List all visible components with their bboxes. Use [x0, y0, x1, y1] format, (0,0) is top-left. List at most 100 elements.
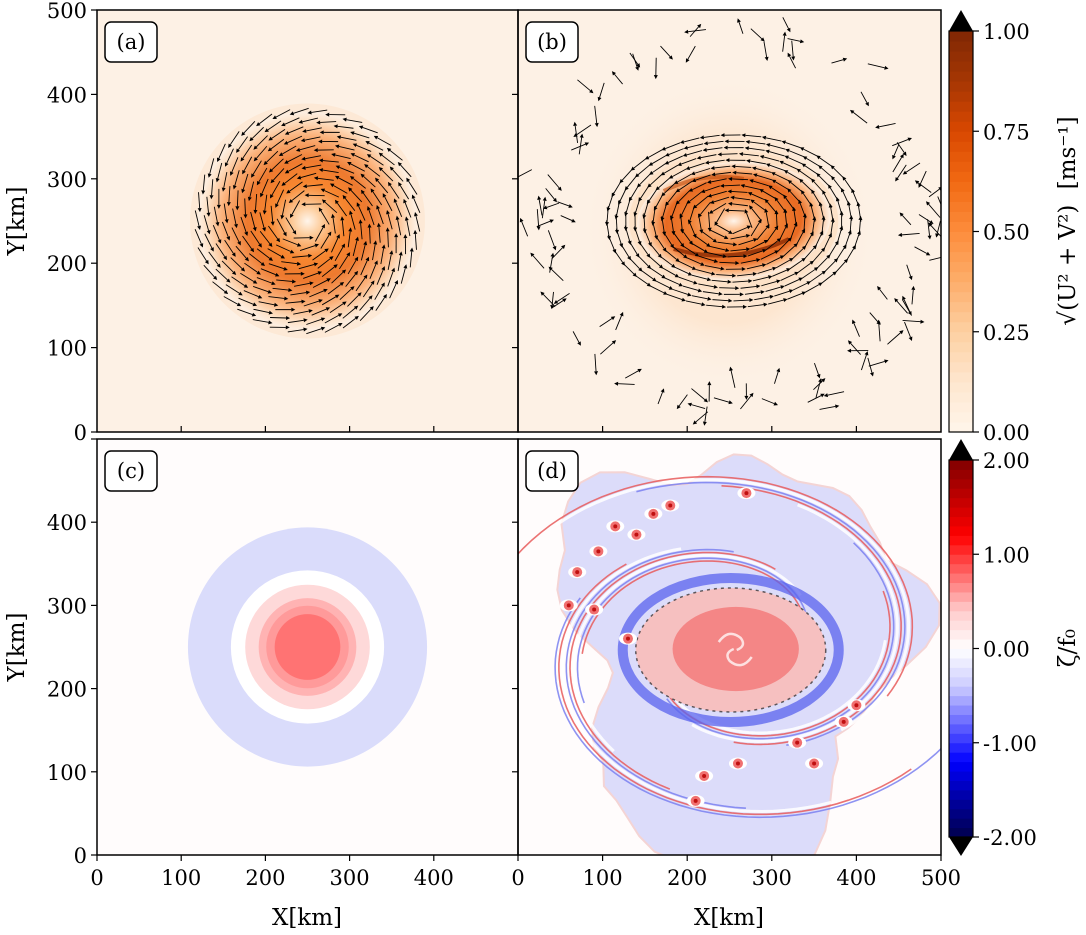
colorbar-vorticity-tick-label: 0.00 [983, 638, 1030, 662]
panel-a-quiver-arrow [212, 281, 229, 295]
colorbar-vorticity-tick-label: -2.00 [983, 826, 1037, 850]
panel-a-quiver-arrow [267, 248, 286, 259]
y-tick-label: 0 [74, 844, 87, 868]
panel-b-quiver-arrow [660, 164, 679, 176]
y-tick-label: 300 [47, 168, 87, 192]
panel-a-quiver-arrow [241, 173, 249, 194]
panel-a-quiver-arrow [314, 223, 325, 242]
panel-b-quiver-arrow [683, 143, 704, 150]
colorbar-vorticity-band [949, 714, 973, 725]
panel-b-quiver-arrow [765, 149, 785, 157]
panel-b-quiver-arrow-outer [875, 123, 896, 129]
colorbar-speed-band [949, 271, 973, 283]
panel-b-quiver-arrow-outer [614, 381, 635, 386]
panel-b-quiver-arrow-outer [867, 63, 889, 70]
panel-b-quiver-arrow-outer [687, 402, 706, 410]
colorbar-vorticity-band [949, 780, 973, 791]
colorbar-speed-band [949, 391, 973, 403]
panel-b-quiver-arrow [666, 293, 686, 302]
colorbar-speed-label-units: [ms⁻¹] [1055, 116, 1081, 189]
x-tick-label: 200 [245, 866, 285, 890]
panel-b-quiver-arrow [765, 163, 785, 172]
panel-a-quiver-arrow [253, 308, 273, 315]
panel-a-quiver-arrow [290, 290, 311, 296]
panel-b-quiver-arrow-outer [782, 31, 787, 52]
panel-a-quiver-arrow [253, 135, 268, 150]
panel-b-quiver-arrow [798, 199, 807, 219]
colorbar-speed-tick-label: 0.25 [983, 321, 1030, 345]
panel-b-quiver-arrow [661, 267, 680, 278]
panel-a-quiver-arrow [321, 199, 338, 213]
panel-b-quiver-arrow [744, 146, 765, 151]
panel-a-quiver-arrow [334, 243, 345, 262]
panel-a-plot [190, 103, 425, 339]
panel-b-quiver-arrow [710, 229, 729, 239]
panel-b-quiver-arrow-outer [545, 188, 557, 203]
panel-a-quiver-arrow [242, 235, 255, 253]
panel-d-small-vortex-center [841, 719, 846, 724]
panel-b-quiver-arrow-outer [625, 368, 642, 379]
panel-b-quiver-arrow [728, 176, 749, 181]
colorbar-speed-band [949, 311, 973, 323]
colorbar-speed-band [949, 91, 973, 102]
x-tick-label: 100 [583, 866, 623, 890]
panel-b-quiver-arrow-outer [560, 215, 576, 223]
colorbar-vorticity-label: ζ/f₀ [1055, 629, 1081, 667]
panel-a-speed-field [198, 111, 417, 331]
panel-b-quiver-arrow [784, 155, 803, 165]
colorbar-speed-band [949, 151, 973, 162]
colorbar-speed-band [949, 161, 973, 172]
panel-a-quiver-arrow [232, 170, 240, 190]
panel-d-positive-core [672, 606, 799, 692]
panel-a-quiver-arrow [304, 193, 325, 198]
panel-b-quiver-arrow [719, 183, 740, 188]
colorbar-vorticity-band [949, 535, 973, 546]
panel-a-quiver-arrow [216, 188, 221, 209]
panel-a-quiver-arrow [360, 189, 373, 207]
y-tick-label: 100 [47, 337, 87, 361]
panel-a-quiver-arrow [301, 155, 321, 161]
panel-b-quiver-arrow-outer [867, 357, 874, 377]
panel-a-quiver-arrow [268, 296, 289, 301]
colorbar-vorticity-band [949, 799, 973, 810]
panel-b-quiver-arrow [744, 290, 765, 295]
panel-b-quiver-arrow [691, 295, 712, 301]
panel-b-quiver-arrow-outer [918, 170, 927, 188]
colorbar-speed-band [949, 341, 973, 353]
panel-b-jet-streak-upper [662, 174, 745, 193]
colorbar-vorticity-band [949, 601, 973, 612]
panel-b-quiver-arrow-outer [692, 411, 709, 425]
panel-a-quiver-arrow [387, 181, 400, 199]
panel-a-quiver-arrow [378, 166, 394, 182]
panel-a-quiver-arrow [400, 264, 408, 284]
panel-a-quiver-arrow [372, 240, 378, 261]
panel-b-quiver-arrow [732, 225, 752, 235]
panel-a-quiver-arrow [260, 178, 269, 198]
panel-b-quiver-arrow-outer [571, 142, 590, 151]
panel-a-quiver-arrow [373, 135, 392, 146]
panel-b-quiver-arrow-outer [691, 388, 708, 403]
panel-a-quiver-arrow [347, 227, 353, 248]
panel-a-quiver-arrow [298, 262, 319, 270]
panel-b-quiver-arrow [685, 300, 706, 307]
panel-a-quiver-arrow [270, 315, 291, 320]
panel-a-quiver-arrow [275, 244, 295, 254]
colorbar-vorticity-band [949, 648, 973, 659]
panel-d-filament [558, 563, 912, 816]
panel-a-quiver-arrow [264, 120, 282, 133]
panel-a-quiver-arrow [376, 266, 386, 285]
panel-a-quiver-arrow [397, 161, 412, 178]
panel-a-quiver-arrow [303, 299, 323, 307]
panel-b-quiver-arrow [699, 134, 720, 140]
panel-b-quiver-arrow [783, 170, 802, 181]
panel-b-quiver-arrow [618, 186, 628, 205]
panel-b-quiver-arrow-outer [906, 264, 913, 281]
panel-b-quiver-arrow [682, 150, 703, 157]
panel-a-quiver-arrow [244, 262, 261, 275]
panel-a-quiver-arrow [252, 286, 273, 294]
colorbar-speed-band [949, 301, 973, 313]
panel-b-quiver-arrow [719, 286, 740, 291]
panel-b-quiver-arrow-outer [519, 217, 529, 237]
panel-a-quiver-arrow [312, 278, 331, 288]
panel-b-quiver-arrow-outer [707, 381, 712, 402]
